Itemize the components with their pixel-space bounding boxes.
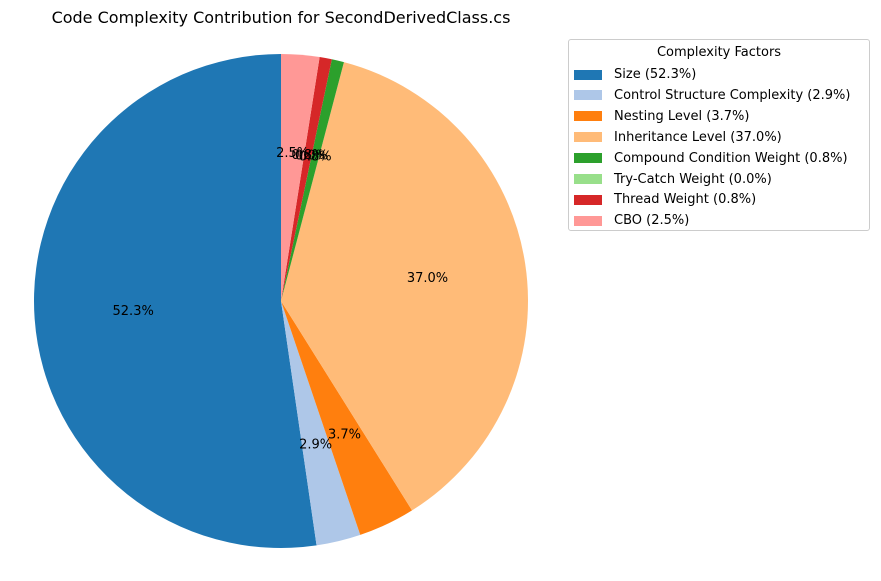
pie-slice-compound-condition-weight [281, 59, 344, 302]
legend: Complexity Factors Size (52.3%) Control S… [568, 39, 870, 231]
legend-label: Control Structure Complexity (2.9%) [614, 87, 851, 103]
pie-slice-label: 0.8% [299, 149, 332, 164]
legend-swatch [574, 215, 602, 226]
pie-slice-label: 3.7% [328, 427, 361, 442]
legend-swatch [574, 111, 602, 122]
pie-slice-label: 2.5% [276, 146, 309, 161]
legend-swatch [574, 132, 602, 143]
pie-slice-label: 0.8% [291, 148, 324, 163]
pie-slice-inheritance-level [281, 62, 529, 511]
pie-slice-thread-weight [281, 57, 332, 301]
legend-item: Size (52.3%) [574, 64, 696, 85]
legend-swatch [574, 194, 602, 205]
pie-slice-cbo [281, 54, 320, 301]
legend-item: CBO (2.5%) [574, 210, 689, 231]
pie-slice-label: 2.9% [299, 438, 332, 453]
legend-label: Thread Weight (0.8%) [614, 192, 757, 208]
chart-title: Code Complexity Contribution for SecondD… [51, 8, 511, 27]
pie-chart: 52.3% 2.9%3.7% 37.0% 0.8%0.0%0.8%2.5% [34, 54, 529, 548]
pie-slice-label: 0.0% [295, 148, 328, 163]
legend-label: Size (52.3%) [614, 67, 697, 82]
legend-title: Complexity Factors [656, 45, 782, 60]
legend-item: Control Structure Complexity (2.9%) [574, 85, 850, 106]
pie-slice-control-structure-complexity [281, 301, 361, 546]
legend-label: Inheritance Level (37.0%) [614, 129, 782, 145]
legend-label: Nesting Level (3.7%) [614, 108, 750, 124]
legend-label: Compound Condition Weight (0.8%) [614, 150, 848, 166]
pie-slice-nesting-level [281, 301, 413, 535]
pie-slice-label: 52.3% [113, 304, 154, 319]
legend-item: Thread Weight (0.8%) [574, 189, 756, 210]
legend-item: Nesting Level (3.7%) [574, 106, 749, 127]
legend-label: Try-Catch Weight (0.0%) [614, 171, 772, 187]
pie-slice-size [34, 54, 317, 548]
legend-item: Inheritance Level (37.0%) [574, 127, 782, 148]
pie-slice-label: 37.0% [407, 271, 448, 286]
legend-swatch [574, 69, 602, 80]
legend-swatch [574, 153, 602, 164]
legend-item: Try-Catch Weight (0.0%) [574, 169, 772, 190]
legend-swatch [574, 174, 602, 184]
legend-label: CBO (2.5%) [614, 213, 690, 229]
legend-item: Compound Condition Weight (0.8%) [574, 148, 848, 169]
legend-swatch [574, 90, 602, 101]
